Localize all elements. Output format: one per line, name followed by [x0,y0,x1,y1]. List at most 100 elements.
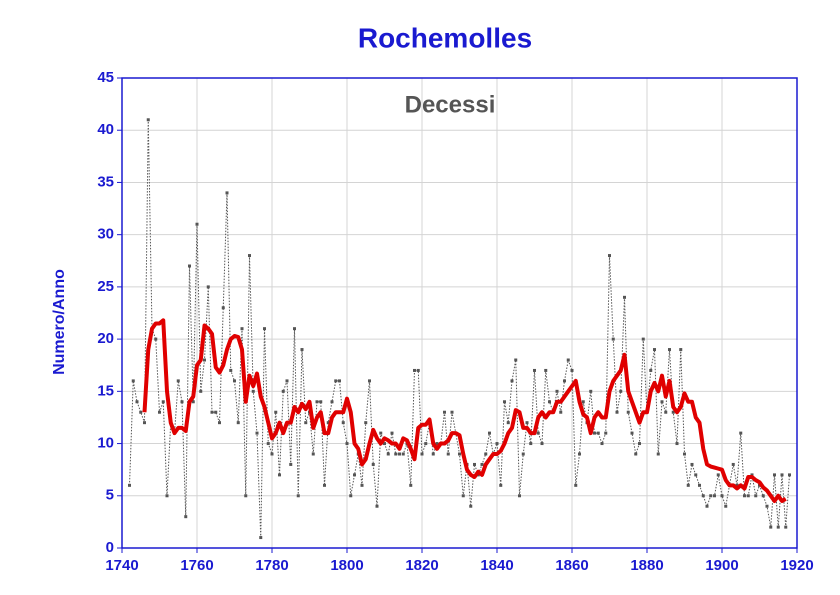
data-point [619,389,623,393]
data-point [469,504,473,508]
data-point [649,368,653,372]
data-point [784,525,788,529]
data-point [398,452,401,456]
data-point [146,118,150,122]
x-tick-label: 1840 [480,557,513,574]
data-point [668,348,671,352]
data-point [480,462,484,466]
data-point [176,379,180,383]
data-point [604,431,608,435]
data-point [724,504,728,508]
data-point [566,358,570,362]
data-point [368,379,371,383]
data-point [780,473,784,477]
data-point [716,473,720,477]
data-point [611,337,615,341]
y-tick-label: 30 [97,226,114,243]
data-point [214,410,218,414]
data-point [690,462,694,466]
y-tick-label: 0 [106,539,114,556]
annotation: Decessi [405,91,496,118]
y-tick-label: 40 [97,121,114,138]
data-point [686,483,690,487]
data-point [559,410,563,414]
data-point [581,400,585,404]
data-point [731,462,735,466]
data-point [390,431,394,435]
x-tick-label: 1740 [105,557,138,574]
data-point [746,494,750,498]
data-point [353,473,356,477]
data-point [683,452,686,456]
data-point [296,494,300,498]
data-point [514,358,518,362]
data-point [278,473,281,477]
data-point [315,400,319,404]
data-point [131,379,135,383]
data-point [431,452,435,456]
data-point [739,431,743,435]
data-point [218,421,221,425]
data-point [720,494,724,498]
data-point [240,327,244,331]
data-point [675,442,679,446]
data-point [203,358,206,362]
data-point [188,264,191,268]
x-tick-label: 1900 [705,557,738,574]
data-point [154,337,158,341]
data-point [754,494,758,498]
data-point [623,295,626,299]
data-point [259,536,263,540]
y-tick-label: 10 [97,435,114,452]
data-point [701,494,705,498]
data-point [263,327,266,331]
data-point [525,421,529,425]
data-point [386,452,390,456]
data-point [225,191,229,195]
data-point [488,431,491,435]
data-point [199,389,203,393]
data-point [750,473,754,477]
data-point [529,442,533,446]
data-point [330,400,334,404]
data-point [450,410,454,414]
data-point [300,348,304,352]
data-point [401,452,405,456]
data-point [413,368,416,372]
data-point [596,431,600,435]
data-point [570,368,574,372]
data-point [244,494,248,498]
data-point [293,327,296,331]
y-tick-label: 5 [106,487,114,504]
data-point [326,421,330,425]
data-point [671,410,675,414]
series-line [142,318,787,503]
x-tick-label: 1880 [630,557,663,574]
data-point [349,494,353,498]
data-point [638,442,641,446]
data-point [236,421,240,425]
data-point [705,504,709,508]
data-point [420,452,424,456]
data-point [698,483,701,487]
data-point [143,421,146,425]
data-point [416,368,420,372]
y-axis-label: Numero/Anno [51,269,68,375]
data-point [311,452,315,456]
data-point [334,379,338,383]
y-tick-label: 15 [97,382,114,399]
data-point [773,473,776,477]
data-point [578,452,581,456]
data-point [375,504,379,508]
data-point [289,462,293,466]
data-point [409,483,413,487]
data-point [323,483,326,487]
data-point [360,483,364,487]
data-point [341,421,345,425]
data-point [788,473,791,477]
data-point [533,368,536,372]
data-point [165,494,169,498]
data-point [229,368,233,372]
data-point [191,400,195,404]
data-point [161,400,165,404]
